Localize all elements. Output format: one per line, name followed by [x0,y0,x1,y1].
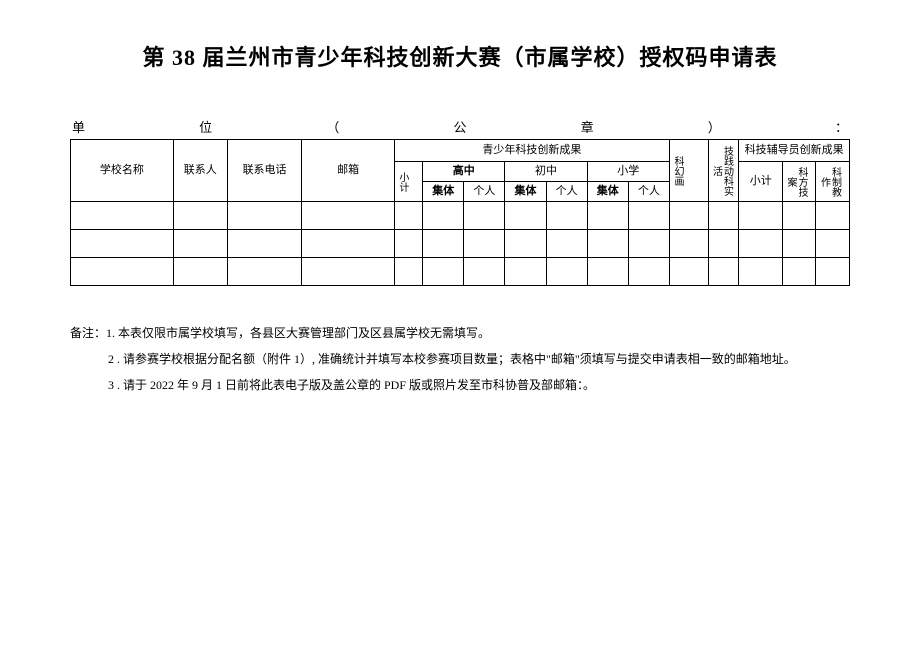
note-3: 3 . 请于 2022 年 9 月 1 日前将此表电子版及盖公章的 PDF 版或… [70,373,850,397]
unit-colon: ： [835,117,848,136]
unit-char-2: 位 [199,117,212,136]
col-ps-individual: 个人 [628,182,669,202]
table-row [71,230,850,258]
unit-char-1: 单 [72,117,85,136]
col-tech-plan: 科方技案 [783,162,816,202]
application-table: 学校名称 联系人 联系电话 邮箱 青少年科技创新成果 科幻画 技践动科实活 科技… [70,139,850,286]
col-tech-make: 科制教作 [816,162,850,202]
col-ps-group: 集体 [587,182,628,202]
unit-char-4: 章 [581,117,594,136]
table-row [71,202,850,230]
unit-stamp-line: 单 位 （ 公 章 ） ： [70,117,850,139]
col-hs-group: 集体 [423,182,464,202]
col-hs-individual: 个人 [464,182,505,202]
col-email: 邮箱 [302,140,395,202]
note-2: 2 . 请参赛学校根据分配名额（附件 1）, 准确统计并填写本校参赛项目数量；表… [70,347,850,371]
col-scifi-painting: 科幻画 [669,140,708,202]
col-ms-group: 集体 [505,182,546,202]
col-practice-activity: 技践动科实活 [708,140,739,202]
table-row [71,258,850,286]
col-youth-innovation: 青少年科技创新成果 [394,140,669,162]
col-primaryschool: 小学 [587,162,669,182]
col-highschool: 高中 [423,162,505,182]
document-title: 第 38 届兰州市青少年科技创新大赛（市属学校）授权码申请表 [70,40,850,72]
unit-char-3: 公 [453,117,466,136]
col-ms-individual: 个人 [546,182,587,202]
col-contact: 联系人 [173,140,227,202]
col-school-name: 学校名称 [71,140,174,202]
col-subtotal2: 小计 [739,162,783,202]
unit-paren-open: （ [326,117,339,136]
unit-paren-close: ） [708,117,721,136]
col-phone: 联系电话 [227,140,302,202]
col-subtotal: 小计 [394,162,422,202]
notes-section: 备注：1. 本表仅限市属学校填写，各县区大赛管理部门及区县属学校无需填写。 2 … [70,321,850,397]
note-1: 备注：1. 本表仅限市属学校填写，各县区大赛管理部门及区县属学校无需填写。 [70,321,850,345]
col-middleschool: 初中 [505,162,587,182]
col-teacher-innovation: 科技辅导员创新成果 [739,140,850,162]
